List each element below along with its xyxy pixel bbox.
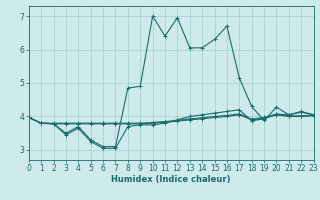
X-axis label: Humidex (Indice chaleur): Humidex (Indice chaleur) <box>111 175 231 184</box>
